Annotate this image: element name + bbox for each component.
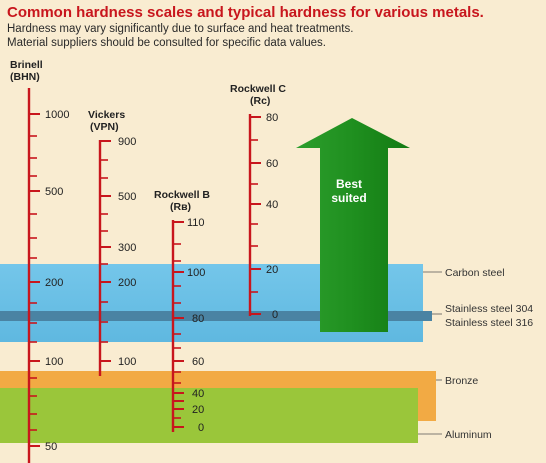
aluminum-callout: Aluminum bbox=[418, 429, 492, 441]
subtitle-line-1: Hardness may vary significantly due to s… bbox=[7, 23, 354, 35]
brinell-title-line-1: Brinell bbox=[10, 59, 43, 71]
rockwell-b-title-line-1: Rockwell B bbox=[154, 189, 210, 201]
subtitle-line-2: Material suppliers should be consulted f… bbox=[7, 37, 326, 49]
rockwell-b-tick-60: 60 bbox=[192, 356, 204, 368]
brinell-title-line-2: (BHN) bbox=[10, 71, 40, 83]
page-title: Common hardness scales and typical hardn… bbox=[7, 4, 484, 21]
best-suited-label-line-2: suited bbox=[331, 191, 366, 205]
stainless-steel-band bbox=[0, 311, 432, 321]
rockwell-b-tick-40: 40 bbox=[192, 388, 204, 400]
brinell-scale: Brinell (BHN) 1000 500 200 100 bbox=[10, 59, 69, 463]
carbon-steel-callout: Carbon steel bbox=[423, 267, 505, 279]
rockwell-c-tick-60: 60 bbox=[266, 158, 278, 170]
aluminum-label: Aluminum bbox=[445, 429, 492, 441]
rockwell-b-tick-20: 20 bbox=[192, 404, 204, 416]
brinell-tick-500: 500 bbox=[45, 186, 63, 198]
aluminum-band bbox=[0, 388, 418, 443]
stainless-steel-callout: Stainless steel 304 Stainless steel 316 bbox=[432, 303, 533, 329]
vickers-tick-200: 200 bbox=[118, 277, 136, 289]
rockwell-c-scale: Rockwell C (Rc) 80 60 40 20 0 bbox=[230, 83, 286, 321]
best-suited-label-line-1: Best bbox=[336, 177, 362, 191]
vickers-title-line-2: (VPN) bbox=[90, 121, 119, 133]
stainless-316-label: Stainless steel 316 bbox=[445, 317, 533, 329]
vickers-tick-500: 500 bbox=[118, 191, 136, 203]
vickers-tick-100: 100 bbox=[118, 356, 136, 368]
rockwell-b-tick-110: 110 bbox=[187, 217, 205, 229]
vickers-title-line-1: Vickers bbox=[88, 109, 125, 121]
rockwell-c-tick-0: 0 bbox=[272, 309, 278, 321]
rockwell-c-title-line-1: Rockwell C bbox=[230, 83, 286, 95]
rockwell-c-tick-20: 20 bbox=[266, 264, 278, 276]
vickers-scale: Vickers (VPN) 900 500 300 200 100 bbox=[88, 109, 136, 376]
stainless-304-label: Stainless steel 304 bbox=[445, 303, 533, 315]
vickers-tick-300: 300 bbox=[118, 242, 136, 254]
brinell-tick-100: 100 bbox=[45, 356, 63, 368]
vickers-tick-900: 900 bbox=[118, 136, 136, 148]
carbon-steel-label: Carbon steel bbox=[445, 267, 505, 279]
rockwell-b-title-line-2: (Rʙ) bbox=[170, 201, 191, 213]
bronze-label: Bronze bbox=[445, 375, 478, 387]
best-suited-arrow bbox=[296, 118, 410, 332]
brinell-tick-50: 50 bbox=[45, 441, 57, 453]
bronze-callout: Bronze bbox=[436, 375, 478, 387]
rockwell-b-scale: Rockwell B (Rʙ) 110 100 80 60 40 bbox=[154, 189, 210, 434]
rockwell-c-title-line-2: (Rc) bbox=[250, 95, 270, 107]
rockwell-c-tick-40: 40 bbox=[266, 199, 278, 211]
rockwell-c-tick-80: 80 bbox=[266, 112, 278, 124]
rockwell-b-tick-100: 100 bbox=[187, 267, 205, 279]
brinell-tick-200: 200 bbox=[45, 277, 63, 289]
rockwell-b-tick-80: 80 bbox=[192, 313, 204, 325]
rockwell-b-tick-0: 0 bbox=[198, 422, 204, 434]
brinell-tick-1000: 1000 bbox=[45, 109, 69, 121]
